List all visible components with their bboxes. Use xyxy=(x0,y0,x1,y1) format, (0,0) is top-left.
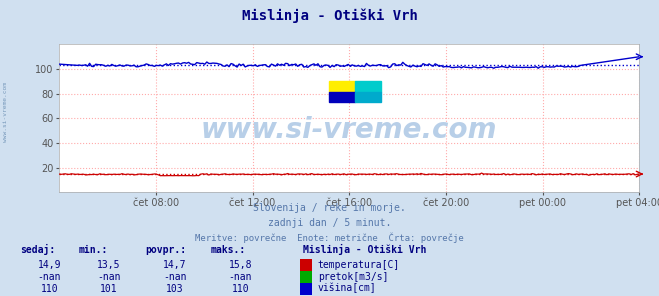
Text: -nan: -nan xyxy=(229,272,252,282)
Text: www.si-vreme.com: www.si-vreme.com xyxy=(3,83,8,142)
Text: sedaj:: sedaj: xyxy=(20,244,55,255)
Text: zadnji dan / 5 minut.: zadnji dan / 5 minut. xyxy=(268,218,391,228)
Text: -nan: -nan xyxy=(97,272,121,282)
Text: Mislinja - Otiški Vrh: Mislinja - Otiški Vrh xyxy=(242,9,417,23)
Bar xyxy=(355,92,381,102)
Text: min.:: min.: xyxy=(79,245,109,255)
Text: 103: 103 xyxy=(166,284,183,294)
Text: Slovenija / reke in morje.: Slovenija / reke in morje. xyxy=(253,203,406,213)
Text: Meritve: povrečne  Enote: metrične  Črta: povrečje: Meritve: povrečne Enote: metrične Črta: … xyxy=(195,232,464,243)
Text: 110: 110 xyxy=(41,284,58,294)
Text: 13,5: 13,5 xyxy=(97,260,121,270)
Text: povpr.:: povpr.: xyxy=(145,245,186,255)
Text: -nan: -nan xyxy=(38,272,61,282)
Text: 14,9: 14,9 xyxy=(38,260,61,270)
Text: www.si-vreme.com: www.si-vreme.com xyxy=(201,116,498,144)
Bar xyxy=(329,81,355,92)
Text: 15,8: 15,8 xyxy=(229,260,252,270)
Text: 14,7: 14,7 xyxy=(163,260,186,270)
Text: 101: 101 xyxy=(100,284,117,294)
Text: -nan: -nan xyxy=(163,272,186,282)
Text: 110: 110 xyxy=(232,284,249,294)
Bar xyxy=(329,92,355,102)
Text: pretok[m3/s]: pretok[m3/s] xyxy=(318,272,388,282)
Bar xyxy=(355,81,381,92)
Text: maks.:: maks.: xyxy=(211,245,246,255)
Text: temperatura[C]: temperatura[C] xyxy=(318,260,400,270)
Text: Mislinja - Otiški Vrh: Mislinja - Otiški Vrh xyxy=(303,244,426,255)
Text: višina[cm]: višina[cm] xyxy=(318,283,376,294)
